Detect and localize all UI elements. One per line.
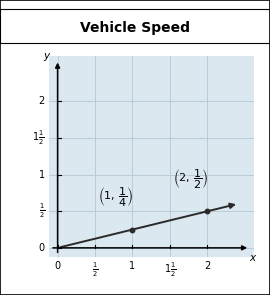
Text: $x$: $x$ [249, 253, 257, 263]
Text: $1\frac{1}{2}$: $1\frac{1}{2}$ [164, 261, 176, 279]
Text: 2: 2 [39, 96, 45, 106]
Text: $\left(1,\,\dfrac{1}{4}\right)$: $\left(1,\,\dfrac{1}{4}\right)$ [98, 186, 134, 209]
Text: $1\frac{1}{2}$: $1\frac{1}{2}$ [32, 129, 45, 147]
Text: 0: 0 [55, 261, 61, 271]
Text: Vehicle Speed: Vehicle Speed [80, 21, 190, 35]
Text: $y$: $y$ [43, 51, 51, 63]
Text: 0: 0 [39, 243, 45, 253]
Text: 1: 1 [39, 170, 45, 180]
Text: $\frac{1}{2}$: $\frac{1}{2}$ [92, 261, 98, 279]
Text: $\frac{1}{2}$: $\frac{1}{2}$ [39, 202, 45, 220]
Text: 2: 2 [204, 261, 211, 271]
Text: 1: 1 [129, 261, 136, 271]
Text: $\left(2,\,\dfrac{1}{2}\right)$: $\left(2,\,\dfrac{1}{2}\right)$ [173, 167, 209, 191]
